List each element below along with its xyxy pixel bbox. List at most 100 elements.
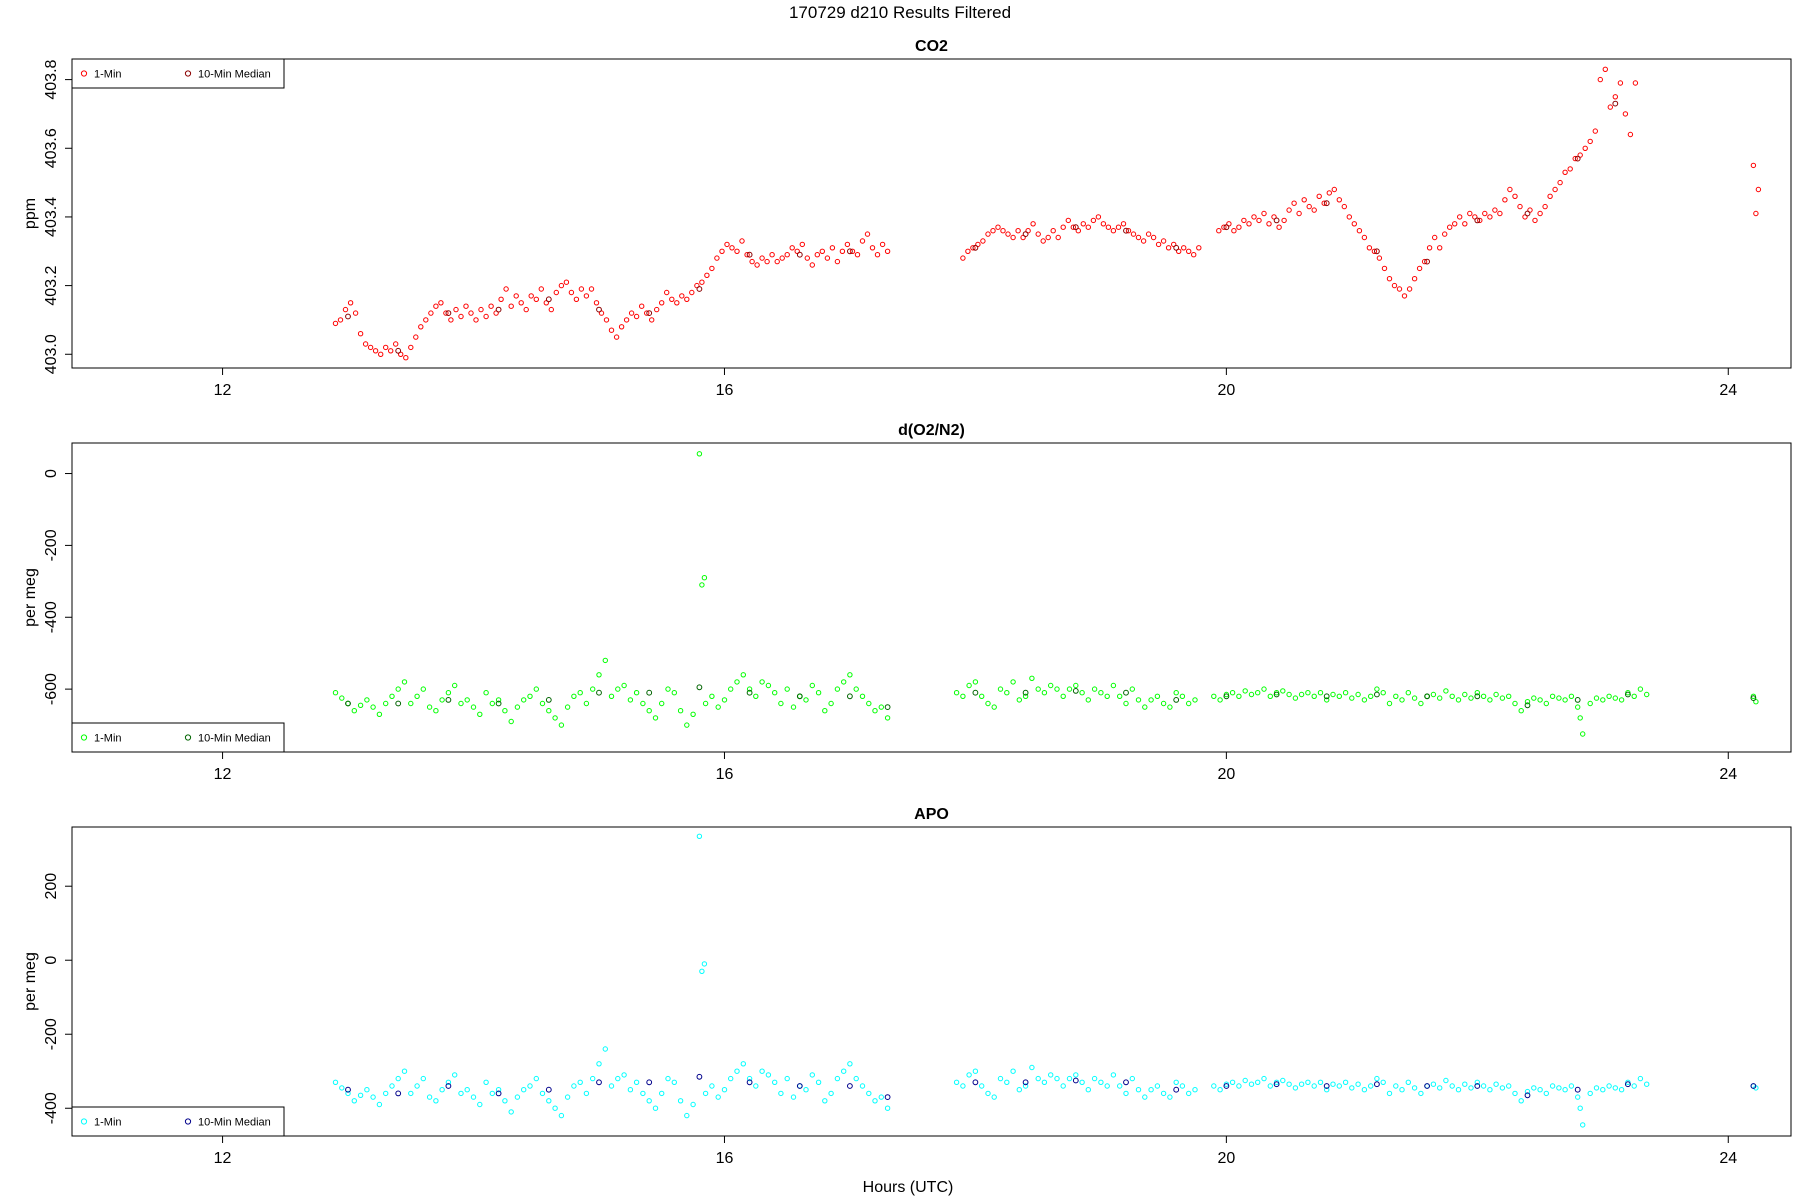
data-point — [1455, 1087, 1462, 1093]
data-point — [684, 722, 690, 728]
data-point — [1251, 214, 1257, 220]
data-point — [1580, 731, 1586, 737]
data-point — [884, 248, 891, 255]
data-point — [1612, 695, 1619, 701]
data-point — [1753, 210, 1759, 217]
data-point — [1286, 691, 1292, 698]
data-point — [995, 224, 1001, 230]
data-point — [1374, 691, 1380, 698]
data-point — [1211, 693, 1217, 699]
data-point — [378, 351, 384, 357]
data-point — [972, 689, 979, 696]
y-axis-label: ppm — [22, 198, 39, 229]
data-point — [699, 279, 705, 285]
data-point — [1326, 190, 1333, 196]
data-point — [590, 686, 596, 692]
data-point — [548, 306, 554, 313]
panel-apo: APO per meg 200 0 -200 -400 12 16 20 24 1-Min 10-Mi… — [22, 806, 1792, 1167]
data-point — [1386, 700, 1393, 707]
data-point — [477, 711, 483, 717]
data-point — [1305, 1079, 1311, 1086]
data-point — [769, 252, 775, 258]
data-point — [1416, 265, 1423, 272]
data-point — [841, 1068, 847, 1074]
data-point — [1248, 691, 1255, 698]
data-point — [1296, 210, 1302, 217]
y-tick-label: -200 — [43, 1018, 60, 1050]
data-point — [533, 296, 539, 302]
data-point — [552, 715, 558, 721]
data-point — [464, 1087, 470, 1093]
data-point — [739, 238, 745, 244]
data-point — [844, 241, 851, 248]
data-point — [1010, 1068, 1016, 1074]
data-point — [1355, 691, 1361, 698]
data-point — [388, 348, 394, 354]
data-point — [829, 245, 836, 251]
data-point — [1399, 697, 1405, 703]
data-point — [433, 303, 439, 309]
data-point — [1562, 697, 1568, 703]
data-point — [1286, 207, 1292, 213]
data-point — [864, 231, 871, 237]
data-point — [1612, 1085, 1619, 1091]
data-point — [669, 296, 675, 302]
data-point — [458, 313, 464, 320]
data-point — [1000, 228, 1006, 234]
data-point — [815, 690, 822, 696]
data-point — [879, 241, 886, 248]
legend-marker — [184, 734, 192, 741]
data-point — [652, 715, 659, 721]
data-point — [395, 1090, 402, 1097]
data-point — [1266, 221, 1272, 227]
data-point — [464, 697, 470, 703]
data-point — [483, 1079, 489, 1086]
data-point — [1154, 1083, 1161, 1089]
legend-marker — [80, 1118, 88, 1125]
data-point — [1273, 691, 1280, 698]
data-point — [715, 704, 721, 710]
data-point — [1368, 693, 1374, 699]
data-point — [1331, 186, 1338, 193]
legend-label: 10-Min Median — [198, 1117, 271, 1129]
x-tick-label: 16 — [716, 382, 734, 399]
data-point — [804, 255, 810, 261]
data-point — [1066, 1075, 1073, 1082]
data-point — [588, 286, 595, 292]
data-point — [1462, 1081, 1468, 1087]
data-point — [357, 331, 364, 337]
data-point — [1625, 691, 1631, 698]
data-point — [774, 258, 780, 265]
data-point — [728, 1075, 734, 1082]
data-point — [596, 306, 602, 313]
data-point — [602, 657, 608, 664]
data-point — [1276, 224, 1282, 230]
data-point — [1142, 704, 1148, 710]
data-point — [953, 690, 960, 696]
data-point — [1627, 131, 1634, 138]
data-point — [1004, 1079, 1010, 1086]
data-point — [764, 258, 770, 265]
data-point — [1418, 1090, 1424, 1097]
data-point — [495, 700, 502, 707]
data-point — [822, 708, 828, 714]
data-point — [539, 1090, 546, 1097]
data-point — [834, 1075, 841, 1082]
data-point — [1424, 258, 1430, 265]
data-point — [1568, 693, 1575, 699]
data-point — [972, 244, 979, 251]
data-point — [1411, 276, 1418, 282]
data-point — [345, 1086, 351, 1093]
data-point — [573, 296, 580, 302]
data-point — [1368, 1083, 1374, 1089]
data-point — [1317, 1079, 1324, 1086]
data-point — [1165, 245, 1172, 251]
y-tick-label: 403.6 — [43, 128, 60, 168]
data-point — [1592, 128, 1599, 134]
x-tick-label: 20 — [1217, 382, 1235, 399]
data-point — [1480, 693, 1487, 699]
data-point — [546, 708, 552, 714]
data-point — [1305, 690, 1311, 696]
data-point — [1055, 234, 1061, 241]
data-point — [362, 341, 369, 347]
